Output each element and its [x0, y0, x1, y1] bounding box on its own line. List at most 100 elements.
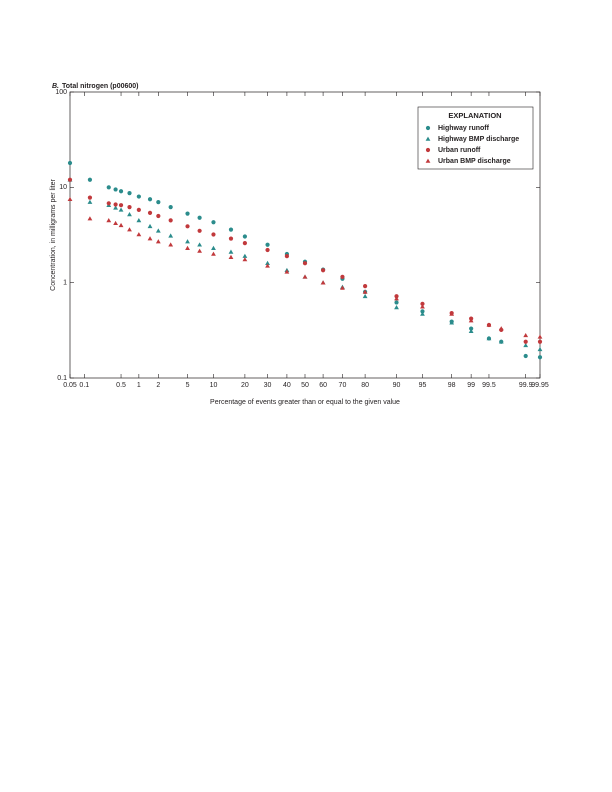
data-point [87, 216, 93, 221]
data-point [265, 242, 270, 247]
x-tick-label: 2 [156, 382, 160, 389]
data-point [155, 228, 161, 233]
x-tick-label: 0.1 [79, 382, 89, 389]
data-point [155, 239, 161, 244]
data-point [362, 289, 368, 294]
data-point [185, 245, 190, 250]
data-point [67, 177, 73, 182]
x-tick-label: 10 [210, 382, 218, 389]
data-point [228, 227, 234, 232]
data-point [147, 210, 153, 215]
data-point [185, 239, 190, 244]
data-point [156, 213, 161, 219]
data-point [242, 234, 247, 239]
x-tick-label: 80 [361, 382, 369, 389]
data-point [168, 218, 173, 223]
data-point [242, 241, 247, 246]
data-point [106, 201, 111, 206]
data-point [147, 236, 153, 241]
data-point [211, 232, 216, 237]
data-point [197, 242, 203, 247]
data-point [67, 196, 73, 202]
data-point [113, 187, 118, 192]
data-point [118, 189, 124, 194]
data-point [185, 211, 190, 216]
data-point [87, 177, 93, 182]
data-point [118, 222, 124, 228]
data-point [320, 280, 326, 285]
x-tick-label: 50 [301, 382, 309, 389]
data-point [340, 274, 345, 279]
data-point [420, 309, 425, 314]
legend-label: Highway runoff [438, 125, 490, 132]
data-point [228, 236, 234, 241]
data-point [106, 217, 112, 223]
data-point [284, 253, 290, 259]
data-point [67, 160, 73, 166]
data-point [197, 215, 202, 220]
data-point [394, 305, 399, 310]
data-point [211, 245, 216, 250]
data-point [363, 284, 368, 289]
data-point [156, 200, 161, 205]
x-tick-label: 70 [339, 382, 347, 389]
data-point [168, 205, 173, 210]
data-point [127, 190, 132, 196]
legend-label: Urban runoff [438, 147, 481, 154]
data-point [302, 261, 308, 266]
data-point [127, 227, 132, 232]
data-point [242, 253, 248, 258]
data-point [168, 242, 174, 247]
data-point [197, 228, 202, 233]
x-tick-label: 0.5 [116, 382, 126, 389]
x-tick-label: 1 [137, 382, 141, 389]
y-axis-title: Concentration, in milligrams per liter [50, 179, 57, 291]
data-point [113, 220, 118, 226]
data-point [147, 197, 153, 202]
x-tick-label: 90 [393, 382, 401, 389]
legend-label: Urban BMP discharge [438, 158, 511, 165]
data-point [265, 260, 270, 266]
x-tick-label: 99 [467, 382, 475, 389]
data-point [498, 339, 504, 344]
y-tick-label: 1 [63, 280, 67, 287]
x-tick-label: 5 [186, 382, 190, 389]
legend-marker [425, 158, 431, 163]
legend-label: Highway BMP discharge [438, 136, 519, 143]
x-tick-label: 20 [241, 382, 249, 389]
data-point [420, 301, 425, 306]
legend-marker [425, 125, 431, 131]
legend-title: EXPLANATION [448, 111, 501, 120]
data-point [118, 207, 124, 212]
data-point [211, 220, 216, 225]
x-tick-label: 0.05 [63, 382, 77, 389]
data-point [127, 212, 132, 217]
y-tick-label: 0.1 [57, 375, 67, 382]
data-point [106, 185, 111, 190]
data-point [486, 322, 492, 327]
data-point [87, 199, 93, 204]
legend-marker [425, 147, 431, 153]
data-point [394, 296, 399, 301]
x-tick-label: 98 [448, 382, 456, 389]
data-point [449, 311, 455, 316]
data-point [228, 249, 234, 254]
data-point [127, 205, 132, 210]
data-point [537, 339, 543, 344]
data-point [394, 300, 399, 305]
data-point [211, 251, 216, 256]
data-point [449, 320, 455, 325]
data-point [136, 217, 142, 223]
data-point [113, 202, 118, 207]
y-tick-label: 100 [55, 89, 67, 96]
data-point [537, 355, 543, 360]
data-point [136, 194, 141, 199]
data-point [468, 328, 474, 333]
data-point [118, 203, 124, 208]
data-point [523, 339, 528, 344]
legend-box [417, 106, 534, 170]
data-point [185, 224, 190, 229]
data-point [87, 195, 93, 200]
data-point [486, 336, 492, 341]
data-point [340, 285, 345, 290]
